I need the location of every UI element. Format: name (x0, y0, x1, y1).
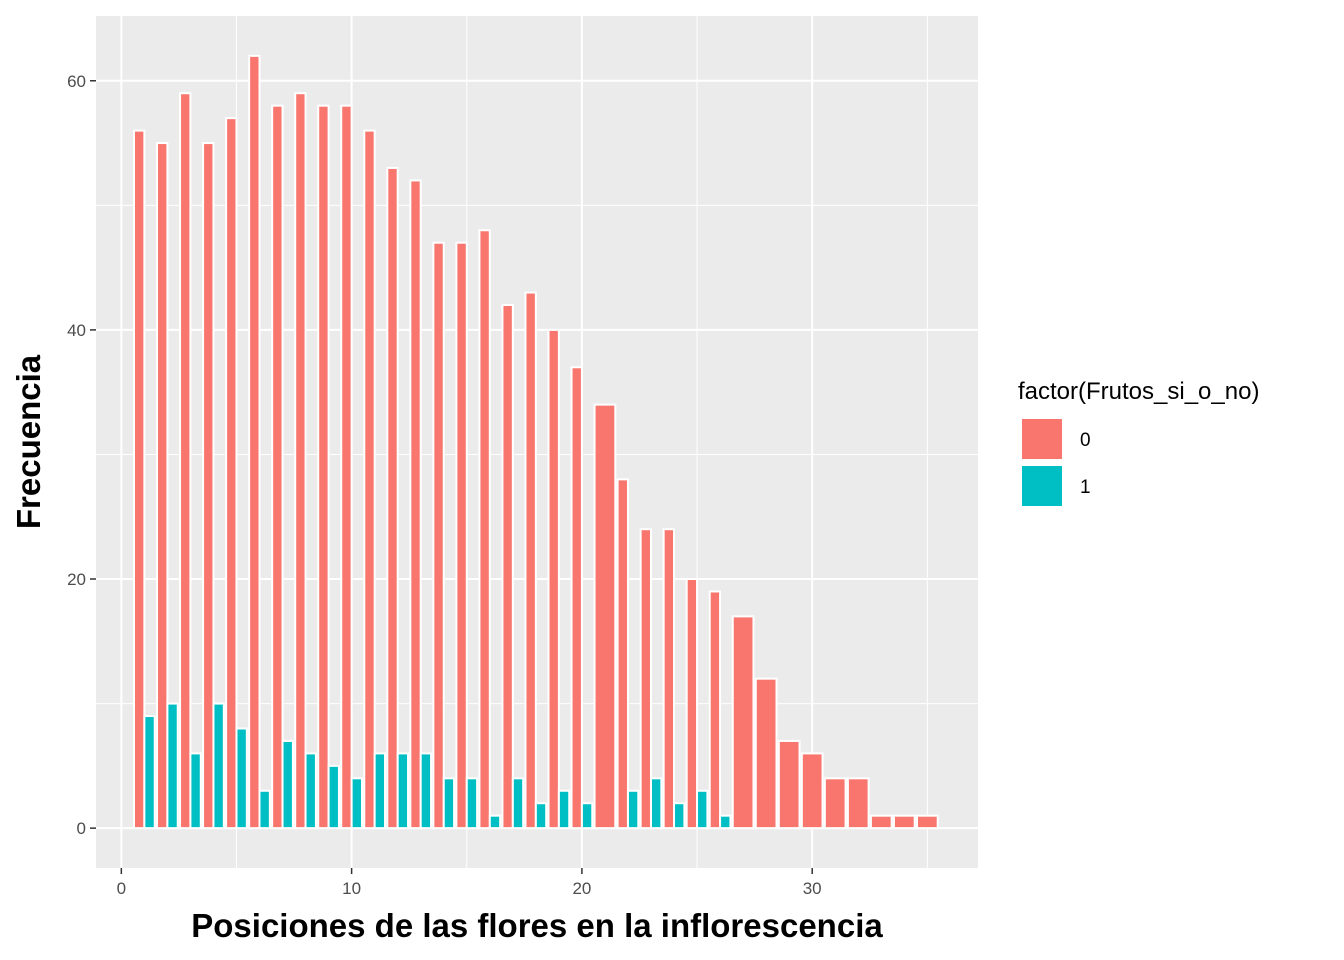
bar-0-x21 (593, 403, 617, 830)
bar-1-x26 (719, 814, 732, 830)
bar-0-x14 (432, 241, 445, 830)
bar-0-x35 (915, 814, 939, 830)
bar-0-x29 (777, 739, 801, 830)
bar-1-x1 (143, 715, 156, 830)
x-tick-label: 10 (342, 879, 361, 898)
legend-label-1: 1 (1080, 477, 1091, 498)
bar-1-x16 (488, 814, 502, 830)
bar-0-x32 (846, 777, 870, 830)
bar-0-x30 (800, 752, 824, 830)
bar-1-x22 (626, 789, 640, 830)
bar-1-x18 (534, 802, 548, 830)
bar-0-x5 (225, 117, 238, 830)
bar-0-x28 (754, 677, 778, 830)
bar-0-x16 (478, 229, 491, 830)
bar-0-x33 (869, 814, 893, 830)
bar-1-x4 (212, 702, 225, 830)
y-axis-title: Frecuencia (10, 354, 47, 529)
bar-1-x13 (419, 752, 433, 830)
x-tick-label: 20 (572, 879, 591, 898)
bar-1-x2 (166, 702, 179, 830)
bar-0-x10 (340, 104, 353, 830)
bar-0-x19 (547, 328, 560, 830)
y-tick-label: 0 (77, 819, 86, 838)
bar-0-x1 (132, 129, 146, 830)
bar-1-x24 (673, 802, 686, 830)
y-tick-label: 60 (67, 72, 86, 91)
x-axis-title: Posiciones de las flores en la infloresc… (191, 907, 883, 944)
bar-1-x15 (465, 777, 479, 830)
bar-0-x2 (156, 142, 169, 830)
bar-0-x17 (501, 303, 514, 830)
bar-1-x9 (327, 764, 340, 830)
x-tick-label: 0 (117, 879, 126, 898)
bar-0-x22 (616, 478, 629, 830)
bar-0-x24 (662, 528, 676, 830)
bar-0-x13 (409, 179, 422, 830)
bar-1-x12 (396, 752, 410, 830)
x-tick-label: 30 (803, 879, 822, 898)
bar-1-x25 (696, 789, 709, 830)
legend: factor(Frutos_si_o_no) 0 1 (1018, 378, 1259, 508)
bar-1-x20 (580, 802, 594, 830)
bar-0-x23 (639, 528, 652, 830)
legend-title: factor(Frutos_si_o_no) (1018, 378, 1259, 405)
bar-0-x9 (317, 104, 330, 830)
bar-1-x14 (442, 777, 456, 830)
bar-0-x27 (731, 615, 755, 830)
bar-0-x18 (524, 291, 537, 830)
bar-0-x8 (294, 92, 307, 830)
bar-0-x25 (685, 578, 699, 830)
legend-label-0: 0 (1080, 430, 1091, 451)
bar-0-x3 (179, 92, 192, 830)
bar-1-x8 (304, 752, 317, 830)
y-tick-label: 40 (67, 321, 86, 340)
bar-1-x11 (373, 752, 387, 830)
bar-0-x11 (363, 129, 376, 830)
bar-0-x26 (708, 590, 722, 830)
bar-0-x7 (271, 104, 284, 830)
bar-1-x5 (235, 727, 248, 830)
bar-0-x20 (570, 366, 583, 830)
bar-0-x6 (248, 54, 261, 830)
bar-1-x23 (649, 777, 663, 830)
bar-0-x31 (823, 777, 847, 830)
bar-1-x19 (557, 789, 571, 830)
bar-0-x15 (455, 241, 468, 830)
y-axis: 0 20 40 60 (67, 72, 96, 838)
bar-0-x12 (386, 166, 399, 830)
bar-1-x17 (511, 777, 525, 830)
bar-1-x7 (281, 739, 294, 830)
bars (132, 54, 939, 830)
panel-background (96, 16, 978, 868)
bar-0-x34 (892, 814, 916, 830)
x-axis: 0 10 20 30 (117, 868, 822, 898)
legend-key-0 (1020, 417, 1064, 461)
bar-1-x6 (258, 789, 271, 830)
y-tick-label: 20 (67, 570, 86, 589)
bar-0-x4 (202, 142, 215, 830)
legend-key-1 (1020, 464, 1064, 508)
bar-1-x10 (350, 777, 363, 830)
bar-1-x3 (189, 752, 202, 830)
